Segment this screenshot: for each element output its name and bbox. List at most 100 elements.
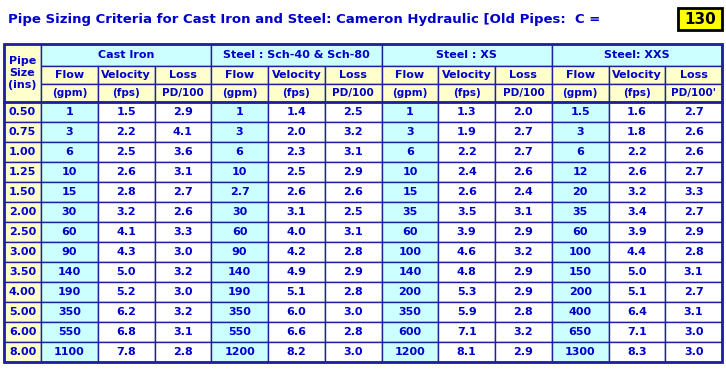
Bar (325, 342, 381, 362)
Text: 1100: 1100 (54, 347, 85, 357)
Bar (211, 262, 268, 282)
Bar (41, 122, 98, 142)
Text: Flow: Flow (566, 70, 595, 80)
Bar (211, 162, 268, 182)
Text: 350: 350 (58, 307, 81, 317)
Bar (381, 262, 439, 282)
Text: 2.6: 2.6 (627, 167, 647, 177)
Text: 1.00: 1.00 (9, 147, 36, 157)
Text: 350: 350 (399, 307, 421, 317)
Text: 2.00: 2.00 (9, 207, 36, 217)
Text: 2.9: 2.9 (513, 227, 534, 237)
Bar (41, 282, 98, 302)
Text: Steel : XS: Steel : XS (436, 50, 497, 60)
Bar (665, 182, 722, 202)
Bar (211, 342, 268, 362)
Text: 4.0: 4.0 (287, 227, 306, 237)
Bar (665, 102, 722, 122)
Text: 2.6: 2.6 (287, 187, 306, 197)
Text: 100: 100 (568, 247, 592, 257)
Bar (495, 262, 552, 282)
Bar (608, 222, 665, 242)
Text: 2.9: 2.9 (684, 227, 703, 237)
Bar (98, 122, 155, 142)
Text: 3.50: 3.50 (9, 267, 36, 277)
Text: Steel : Sch-40 & Sch-80: Steel : Sch-40 & Sch-80 (223, 50, 370, 60)
Bar (155, 262, 211, 282)
Text: 8.1: 8.1 (457, 347, 476, 357)
Text: Flow: Flow (396, 70, 425, 80)
Bar (439, 322, 495, 342)
Bar (608, 262, 665, 282)
Text: 3.2: 3.2 (513, 247, 533, 257)
Text: 2.9: 2.9 (513, 267, 534, 277)
Bar (552, 102, 608, 122)
Bar (4, 202, 41, 222)
Bar (608, 102, 665, 122)
Bar (439, 182, 495, 202)
Bar (155, 242, 211, 262)
Bar (211, 302, 268, 322)
Bar (439, 342, 495, 362)
Text: 4.1: 4.1 (173, 127, 193, 137)
Bar (495, 182, 552, 202)
Bar (325, 182, 381, 202)
Bar (4, 122, 41, 142)
Bar (211, 84, 268, 102)
Text: PD/100: PD/100 (333, 88, 374, 98)
Bar (665, 342, 722, 362)
Text: 6: 6 (406, 147, 414, 157)
Text: 90: 90 (232, 247, 248, 257)
Bar (41, 262, 98, 282)
Text: 2.9: 2.9 (173, 107, 193, 117)
Bar (495, 66, 552, 84)
Bar (552, 122, 608, 142)
Bar (41, 44, 211, 66)
Text: 3.6: 3.6 (173, 147, 192, 157)
Bar (439, 142, 495, 162)
Bar (4, 302, 41, 322)
Text: (fps): (fps) (453, 88, 481, 98)
Text: 2.4: 2.4 (457, 167, 476, 177)
Text: (gpm): (gpm) (563, 88, 597, 98)
Bar (495, 322, 552, 342)
Text: 550: 550 (228, 327, 251, 337)
Bar (4, 162, 41, 182)
Bar (552, 322, 608, 342)
Bar (608, 162, 665, 182)
Text: 200: 200 (568, 287, 592, 297)
Text: PD/100: PD/100 (162, 88, 204, 98)
Bar (325, 162, 381, 182)
Text: 3.3: 3.3 (684, 187, 703, 197)
Text: 2.6: 2.6 (457, 187, 476, 197)
Text: 6.00: 6.00 (9, 327, 36, 337)
Bar (4, 322, 41, 342)
Text: (gpm): (gpm) (52, 88, 87, 98)
Text: 2.7: 2.7 (513, 147, 534, 157)
Text: 2.9: 2.9 (343, 167, 363, 177)
Bar (665, 302, 722, 322)
Bar (608, 282, 665, 302)
Text: 3.2: 3.2 (343, 127, 363, 137)
Text: 5.1: 5.1 (287, 287, 306, 297)
Bar (439, 122, 495, 142)
Text: 2.5: 2.5 (116, 147, 136, 157)
Text: 550: 550 (58, 327, 81, 337)
Text: 190: 190 (58, 287, 81, 297)
Text: 4.00: 4.00 (9, 287, 36, 297)
Bar (268, 202, 325, 222)
Bar (325, 102, 381, 122)
Bar (495, 102, 552, 122)
Text: 3.1: 3.1 (343, 227, 363, 237)
Text: 130: 130 (684, 11, 716, 27)
Bar (552, 242, 608, 262)
Bar (608, 84, 665, 102)
Bar (325, 262, 381, 282)
Bar (155, 222, 211, 242)
Bar (4, 282, 41, 302)
Bar (268, 242, 325, 262)
Text: 3.4: 3.4 (627, 207, 647, 217)
Text: 200: 200 (399, 287, 421, 297)
Text: 8.3: 8.3 (627, 347, 647, 357)
Text: 2.6: 2.6 (513, 167, 534, 177)
